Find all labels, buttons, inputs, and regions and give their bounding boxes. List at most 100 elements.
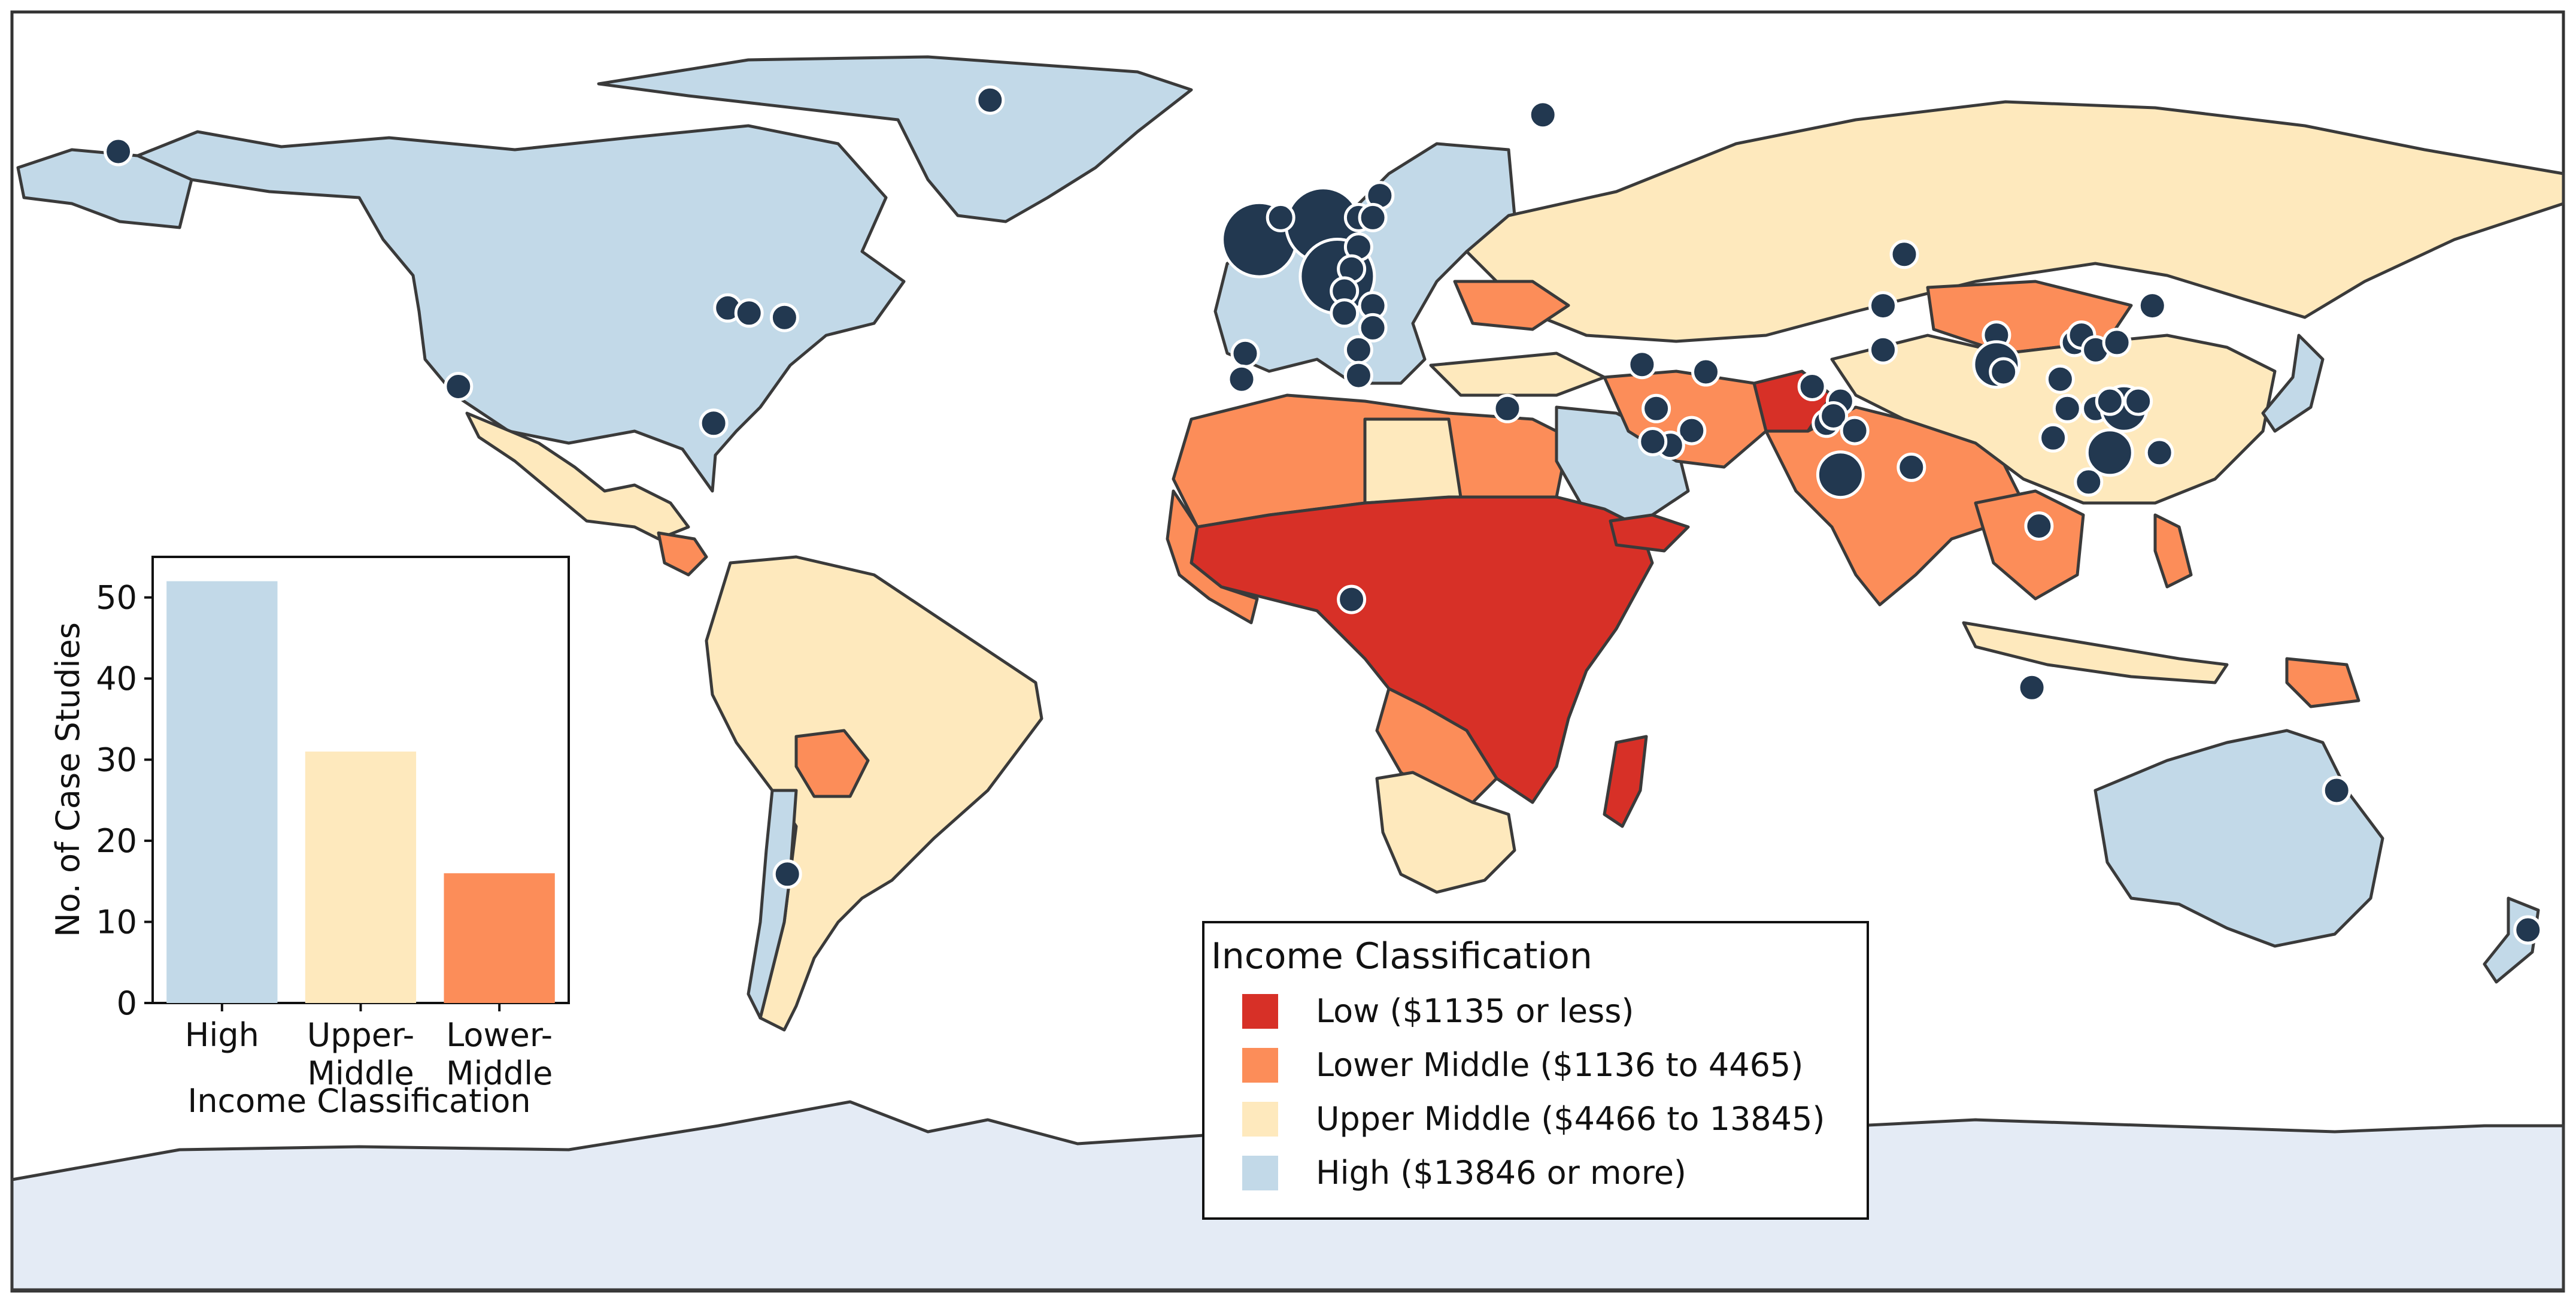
region-ukraine (1453, 280, 1570, 331)
legend-title: Income Classification (1211, 935, 1592, 977)
case-study-marker (1816, 450, 1865, 499)
case-study-marker (1897, 452, 1926, 482)
legend-items: Low ($1135 or less) Lower Middle ($1136 t… (1242, 992, 1825, 1192)
case-study-marker (1868, 291, 1898, 321)
case-study-markers (104, 85, 2543, 945)
region-turkey (1429, 351, 1606, 397)
case-study-marker (975, 85, 1005, 115)
region-mexico (465, 411, 690, 541)
region-russia (1465, 100, 2565, 343)
case-study-marker (699, 408, 729, 438)
bar-lowermiddle (444, 873, 555, 1003)
case-study-marker (1358, 202, 1388, 232)
case-study-marker (1227, 364, 1257, 394)
legend-label-low: Low ($1135 or less) (1316, 992, 1634, 1030)
legend-swatch-low (1242, 994, 1278, 1029)
y-tick-label: 40 (96, 660, 137, 698)
case-study-marker (1642, 393, 1671, 423)
case-study-marker (1819, 401, 1849, 431)
legend-swatch-upper-middle (1242, 1102, 1278, 1137)
bar-high (166, 581, 278, 1003)
case-study-marker (2513, 915, 2543, 945)
y-tick-label: 0 (117, 984, 137, 1022)
case-study-marker (2024, 511, 2054, 541)
case-study-marker (769, 302, 799, 332)
case-study-marker (2123, 386, 2153, 416)
legend-swatch-lower-middle (1242, 1048, 1278, 1083)
x-tick-label: High (185, 1016, 259, 1054)
case-study-marker (2074, 467, 2104, 497)
inset-y-ticks: 0 10 20 30 40 50 (96, 579, 153, 1022)
case-study-marker (2322, 775, 2352, 805)
case-study-marker (1528, 100, 1558, 130)
case-study-marker (1343, 360, 1373, 390)
region-madagascar (1603, 735, 1648, 828)
case-study-marker (1868, 335, 1898, 365)
case-study-marker (1797, 372, 1827, 401)
case-study-marker (104, 137, 133, 166)
region-south-america (705, 555, 1043, 1032)
case-study-marker (2017, 672, 2047, 702)
legend-label-lower-middle: Lower Middle ($1136 to 4465) (1316, 1046, 1803, 1084)
region-north-america-high (136, 124, 906, 493)
inset-x-axis-label: Income Classification (187, 1082, 530, 1120)
y-tick-label: 30 (96, 741, 137, 779)
region-indonesia (1962, 621, 2229, 684)
region-west-africa (1166, 489, 1259, 625)
x-tick-label: Upper-Middle (307, 1016, 415, 1092)
y-tick-label: 50 (96, 579, 137, 617)
region-central-america-lm (657, 531, 708, 577)
case-study-marker (1840, 416, 1870, 446)
inset-x-ticks: High Upper-Middle Lower-Middle (185, 1003, 553, 1092)
case-study-marker (2038, 423, 2068, 453)
region-yemen (1609, 513, 1690, 553)
case-study-marker (1492, 393, 1522, 423)
region-libya (1363, 417, 1463, 505)
case-study-marker (1627, 350, 1657, 380)
case-study-marker (1266, 202, 1295, 232)
legend-label-high: High ($13846 or more) (1316, 1154, 1686, 1192)
legend-box (1202, 921, 1869, 1220)
case-study-marker (734, 298, 764, 328)
region-bolivia (794, 729, 870, 798)
y-tick-label: 10 (96, 904, 137, 941)
case-study-marker (1691, 357, 1721, 387)
y-tick-label: 20 (96, 822, 137, 860)
case-study-marker (1330, 298, 1360, 328)
region-africa-low (1190, 495, 1654, 804)
case-study-marker (2137, 291, 2167, 321)
case-study-marker (772, 859, 802, 889)
case-study-marker (2102, 328, 2132, 357)
case-study-marker (1638, 427, 1668, 456)
case-study-marker (2052, 393, 2082, 423)
case-study-marker (1337, 584, 1367, 614)
x-tick-label: Lower-Middle (446, 1016, 553, 1092)
region-australia (2093, 729, 2384, 948)
region-chile (747, 789, 798, 1020)
case-study-marker (1358, 313, 1388, 343)
case-study-marker (2095, 386, 2125, 416)
region-greenland (597, 55, 1193, 223)
case-study-marker (1889, 240, 1919, 269)
region-alaska (16, 148, 193, 229)
case-study-marker (1989, 357, 2019, 387)
case-study-marker (1677, 416, 1707, 446)
case-study-marker (2144, 438, 2174, 468)
region-philippines (2153, 513, 2193, 589)
inset-bar-chart: 0 10 20 30 40 50 High Upper-Middle Lower-Middle… (49, 539, 584, 1126)
legend-label-upper-middle: Upper Middle ($4466 to 13845) (1316, 1100, 1825, 1138)
case-study-marker (1343, 335, 1373, 365)
region-japan (2261, 334, 2325, 433)
case-study-marker (444, 372, 474, 401)
case-study-marker (2045, 364, 2075, 394)
case-study-marker (1230, 338, 1260, 368)
inset-y-axis-label: No. of Case Studies (49, 622, 87, 937)
inset-bars (166, 581, 555, 1003)
income-legend: Income Classification Low ($1135 or less… (1202, 921, 1869, 1220)
case-study-marker (2085, 428, 2134, 477)
legend-swatch-high (1242, 1156, 1278, 1190)
bar-uppermiddle (305, 752, 417, 1003)
region-southeast-asia (1974, 489, 2085, 601)
region-southern-africa (1375, 771, 1516, 894)
